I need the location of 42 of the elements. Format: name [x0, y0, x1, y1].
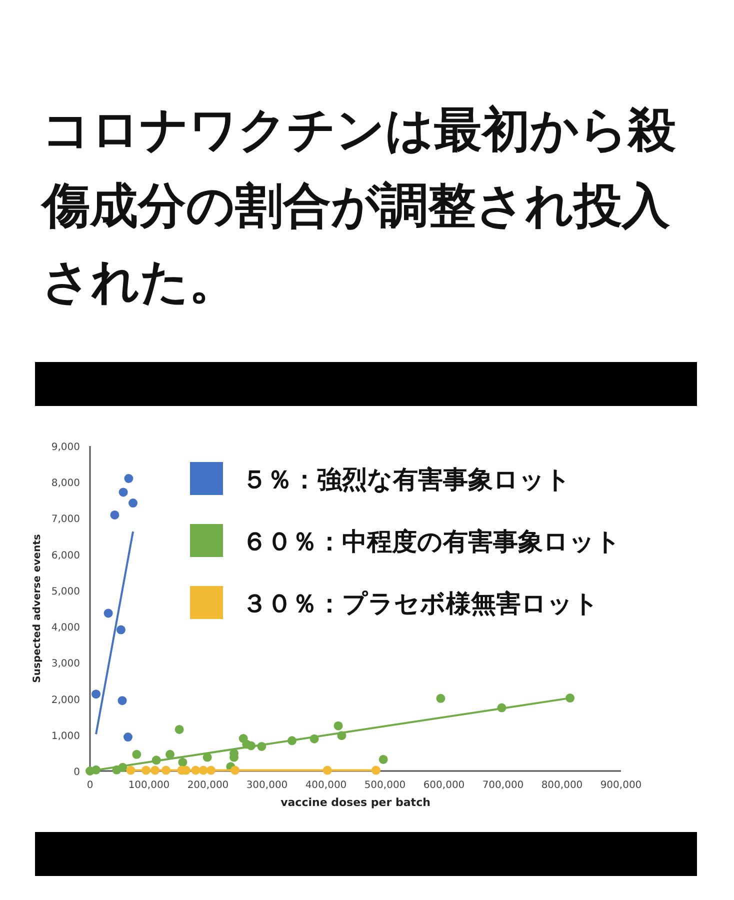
- point: [118, 696, 127, 706]
- legend-label: ５％：強烈な有害事象ロット: [242, 465, 571, 494]
- point: [334, 721, 343, 730]
- y-axis-title: Suspected adverse events: [32, 534, 43, 683]
- y-tick-label: 0: [74, 767, 80, 778]
- x-tick-label: 500,000: [364, 780, 406, 791]
- y-tick-label: 2,000: [51, 694, 80, 706]
- point: [132, 750, 142, 759]
- y-tick-label: 4,000: [51, 622, 80, 634]
- point: [166, 750, 175, 759]
- x-axis-title: vaccine doses per batch: [280, 796, 430, 809]
- point: [436, 694, 446, 703]
- point: [178, 758, 188, 767]
- y-tick-label: 5,000: [51, 586, 80, 598]
- x-tick-label: 700,000: [482, 780, 524, 791]
- legend-label: ６０％：中程度の有害事象ロット: [242, 527, 621, 556]
- point: [174, 724, 184, 734]
- y-tick-label: 1,000: [51, 730, 80, 742]
- x-tick-label: 800,000: [541, 780, 583, 791]
- y-tick-label: 6,000: [51, 550, 80, 562]
- x-tick-label: 200,000: [187, 780, 229, 791]
- point: [104, 608, 113, 618]
- y-tick-label: 7,000: [51, 514, 80, 526]
- x-tick-label: 0: [86, 780, 94, 791]
- x-tick-label: 600,000: [423, 780, 465, 791]
- y-tick-label: 9,000: [51, 442, 80, 453]
- x-tick-label: 100,000: [128, 780, 170, 791]
- y-tick-label: 8,000: [51, 478, 80, 490]
- y-tick-label: 3,000: [51, 658, 80, 670]
- point: [118, 488, 128, 497]
- point: [124, 474, 134, 483]
- chart-title: コロナワクチンは最初から殺傷成分の割合が調整され投入された。: [40, 102, 676, 310]
- x-tick-label: 900,000: [600, 780, 642, 791]
- x-tick-label: 400,000: [305, 780, 347, 791]
- point: [110, 510, 120, 520]
- point: [92, 690, 101, 699]
- point: [378, 754, 388, 764]
- x-tick-label: 300,000: [246, 780, 288, 791]
- point: [123, 732, 132, 742]
- legend-label: ３０％：プラセボ様無害ロット: [242, 589, 599, 618]
- point: [128, 498, 138, 508]
- point: [116, 625, 126, 634]
